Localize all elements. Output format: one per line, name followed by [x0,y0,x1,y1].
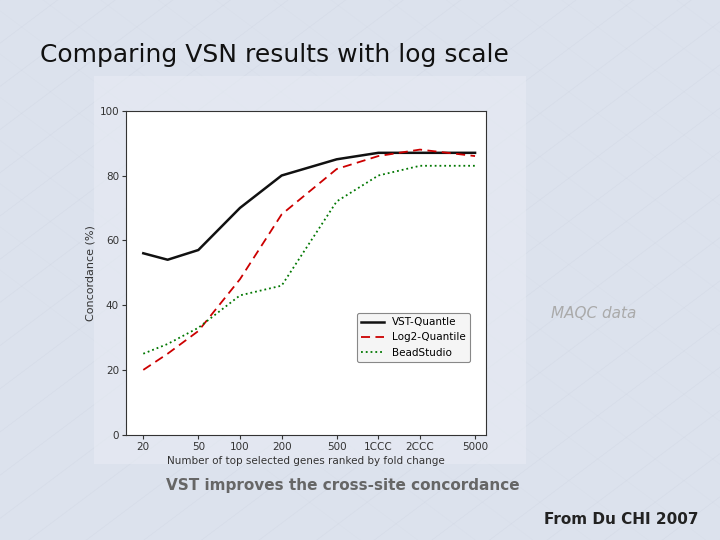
Text: Comparing VSN results with log scale: Comparing VSN results with log scale [40,43,508,67]
Text: VST improves the cross-site concordance: VST improves the cross-site concordance [166,478,519,493]
Text: MAQC data: MAQC data [551,306,636,321]
BeadStudio [374,172,382,179]
Line: VST-Quantle: VST-Quantle [143,153,475,260]
BeadStudio [415,163,424,169]
X-axis label: Number of top selected genes ranked by fold change: Number of top selected genes ranked by f… [167,456,445,466]
Line: Log2-Quantile: Log2-Quantile [143,150,475,370]
Line: BeadStudio: BeadStudio [143,166,475,354]
Log2-Quantile [374,153,382,159]
BeadStudio [277,282,286,289]
Log2-Quantile [235,276,244,282]
Text: From Du CHI 2007: From Du CHI 2007 [544,511,698,526]
BeadStudio [139,350,148,357]
Log2-Quantile [139,367,148,373]
Log2-Quantile [415,146,424,153]
VST-Quantle [333,156,341,163]
Y-axis label: Concordance (%): Concordance (%) [85,225,95,321]
VST-Quantle [235,205,244,211]
Log2-Quantile [277,211,286,218]
Log2-Quantile [471,153,480,159]
Log2-Quantile [163,350,172,357]
VST-Quantle [277,172,286,179]
VST-Quantle [374,150,382,156]
BeadStudio [194,325,202,331]
Legend: VST-Quantle, Log2-Quantile, BeadStudio: VST-Quantle, Log2-Quantile, BeadStudio [356,313,470,362]
VST-Quantle [415,150,424,156]
VST-Quantle [163,256,172,263]
Log2-Quantile [333,166,341,172]
BeadStudio [333,198,341,205]
BeadStudio [163,341,172,347]
VST-Quantle [139,250,148,256]
BeadStudio [235,292,244,299]
BeadStudio [471,163,480,169]
VST-Quantle [471,150,480,156]
Log2-Quantile [194,328,202,334]
VST-Quantle [194,247,202,253]
